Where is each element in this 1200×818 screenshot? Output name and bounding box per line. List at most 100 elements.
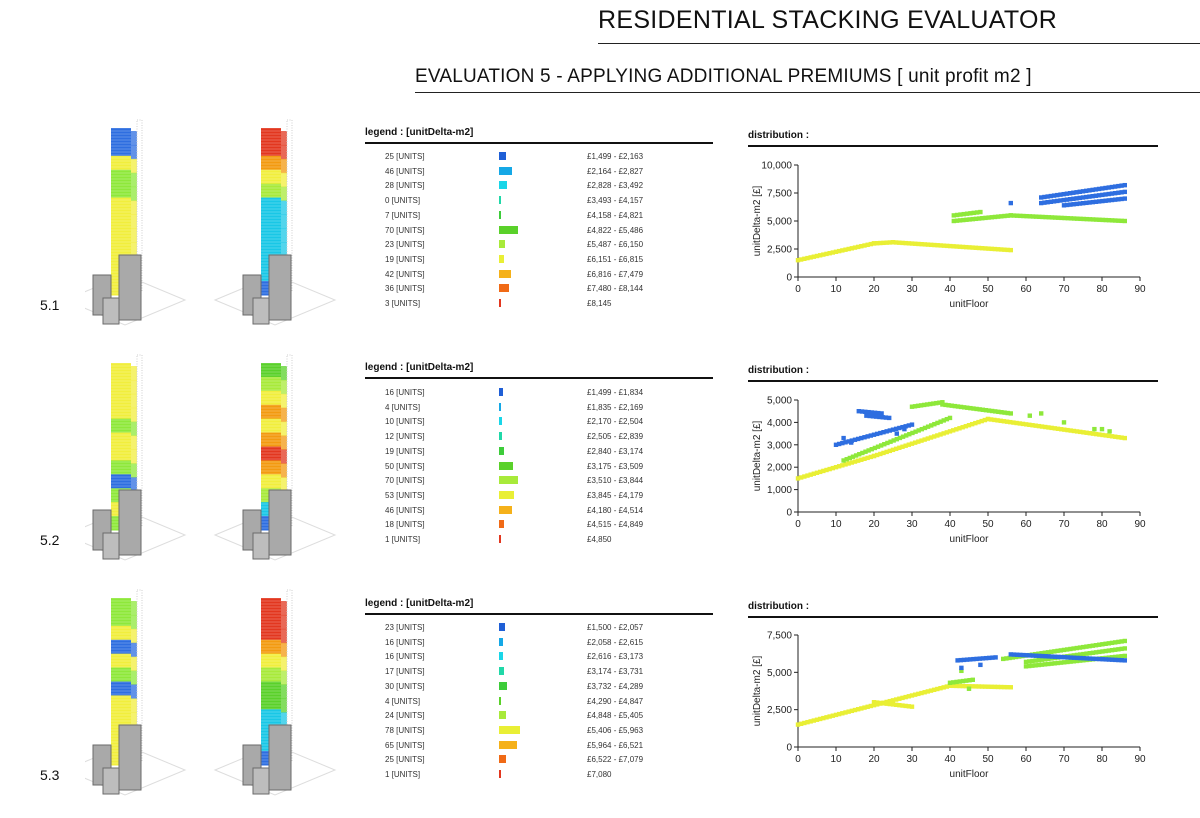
data-point (846, 709, 851, 714)
data-point (983, 215, 988, 221)
legend-range: £4,822 - £5,486 (587, 225, 644, 235)
data-point (1103, 192, 1108, 197)
data-point (1008, 419, 1013, 425)
legend-range: £7,480 - £8,144 (587, 284, 644, 294)
data-point (853, 453, 859, 458)
tower-floor-block (111, 681, 131, 696)
legend-count: 7 [UNITS] (385, 210, 421, 220)
tower-floor-side (131, 670, 137, 685)
data-point (1106, 198, 1111, 203)
data-point (970, 245, 975, 250)
legend-bar (499, 770, 501, 778)
subtitle-divider (415, 92, 1200, 93)
data-point (1106, 433, 1112, 439)
data-point (913, 429, 918, 434)
data-point (955, 658, 960, 663)
legend-bar (499, 284, 509, 293)
data-point (887, 698, 893, 704)
data-point (1008, 213, 1013, 218)
data-point (1036, 423, 1042, 429)
data-point (897, 240, 902, 245)
data-point (946, 403, 951, 408)
y-tick-label: 2,500 (767, 705, 792, 716)
x-tick-label: 60 (1020, 284, 1032, 295)
data-point (868, 433, 874, 438)
data-point (855, 436, 861, 442)
legend-bar (499, 388, 504, 396)
data-point (938, 243, 943, 248)
data-point (1059, 654, 1064, 660)
data-point (865, 704, 870, 710)
data-point (1064, 197, 1070, 202)
data-point (890, 447, 896, 453)
tower-floor-side (131, 601, 137, 616)
data-point (1048, 199, 1054, 204)
data-point (916, 241, 921, 247)
data-point (879, 411, 884, 416)
tower-floor-block (261, 363, 281, 378)
data-point (961, 211, 966, 217)
data-point (910, 430, 915, 436)
data-point (1081, 651, 1086, 657)
legend-row: 50 [UNITS] £3,175 - £3,509 (365, 460, 713, 474)
x-tick-label: 30 (906, 284, 918, 295)
data-point (1112, 190, 1118, 196)
data-point (850, 454, 856, 459)
data-point (967, 678, 972, 683)
data-point (958, 404, 964, 410)
data-point (1074, 196, 1079, 201)
data-point (1067, 197, 1073, 202)
data-point (1049, 215, 1055, 220)
data-point (1106, 641, 1111, 646)
data-point (1100, 192, 1105, 198)
data-point (798, 257, 804, 262)
tower-floor-side (281, 712, 287, 727)
y-axis-label: unitDelta-m2 [£] (752, 185, 763, 256)
legend-row: 78 [UNITS] £5,406 - £5,963 (365, 724, 713, 738)
tower-group (213, 354, 337, 561)
data-point (1046, 654, 1051, 659)
legend-count: 4 [UNITS] (385, 696, 421, 706)
podium-block (118, 254, 142, 321)
data-point (987, 655, 992, 661)
data-point (922, 690, 927, 695)
data-point (1008, 652, 1013, 657)
data-point (916, 428, 921, 433)
data-point (1062, 427, 1067, 432)
x-tick-label: 60 (1020, 754, 1032, 765)
y-tick-label: 1,000 (767, 485, 792, 496)
data-point (1027, 214, 1032, 219)
legend-row: 1 [UNITS] £7,080 (365, 768, 713, 782)
data-point (960, 244, 966, 250)
data-point (1122, 435, 1127, 441)
legend-row: 16 [UNITS] £2,616 - £3,173 (365, 650, 713, 664)
data-point (1119, 218, 1124, 224)
legend-range: £2,164 - £2,827 (587, 166, 644, 176)
data-point (958, 212, 963, 217)
data-point (894, 431, 899, 436)
data-point (992, 417, 997, 423)
data-point (1049, 649, 1054, 655)
legend-row: 18 [UNITS] £4,515 - £4,849 (365, 518, 713, 532)
data-point (976, 419, 981, 425)
tower-floor-block (261, 432, 281, 447)
data-point (893, 702, 899, 708)
data-point (1026, 659, 1032, 664)
data-point (967, 217, 972, 222)
data-point (906, 241, 912, 246)
legend-count: 70 [UNITS] (385, 225, 425, 235)
data-point (881, 450, 886, 456)
data-point (938, 432, 943, 437)
tower-floor-side (131, 698, 137, 713)
distribution-chart-5-1: 0 10 20 30 40 50 60 70 80 90 0 2,500 5,000 7,500 10,00… (752, 161, 1146, 311)
tower-floor-block (111, 128, 131, 143)
data-point (871, 432, 877, 437)
data-point (821, 715, 826, 721)
tower-floor-side (281, 393, 287, 409)
data-point (1055, 198, 1060, 204)
data-point (1109, 657, 1115, 662)
data-point (890, 240, 896, 245)
data-point (916, 691, 921, 697)
data-point (963, 683, 969, 689)
data-point (1062, 215, 1067, 221)
